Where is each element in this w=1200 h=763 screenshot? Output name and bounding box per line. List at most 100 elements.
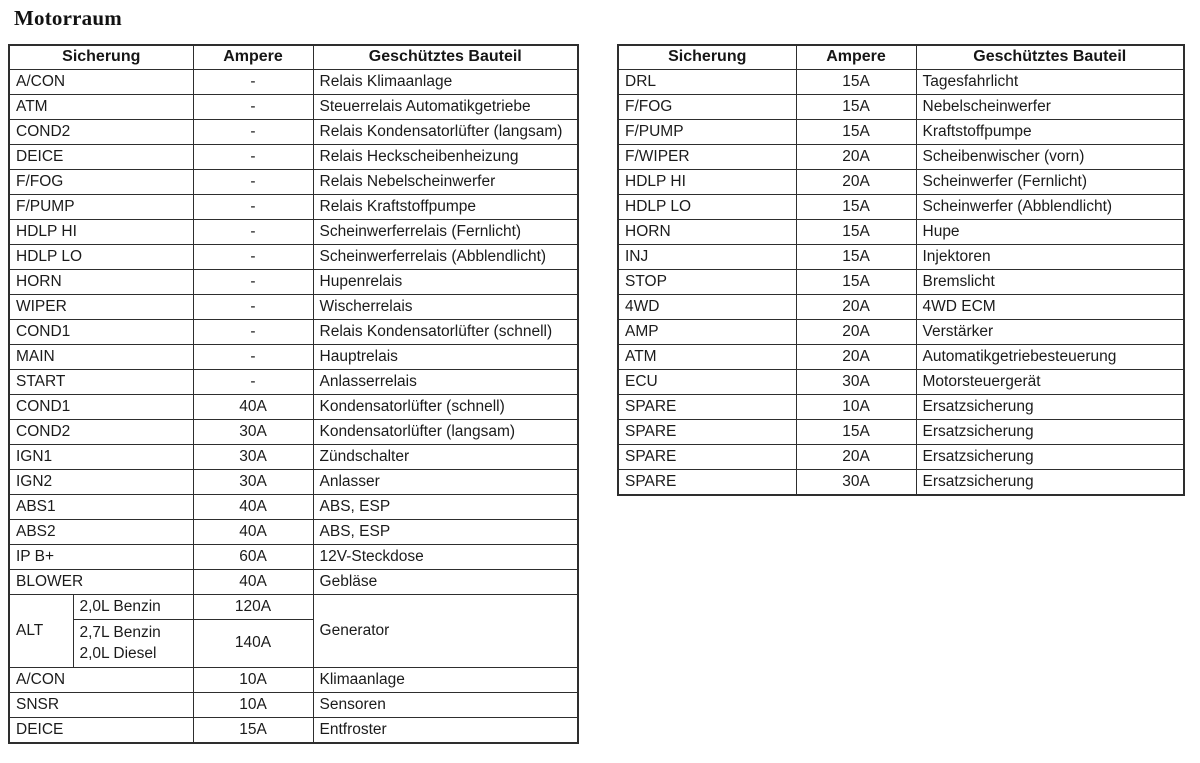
column-header-bauteil: Geschütztes Bauteil bbox=[915, 44, 1185, 70]
component-cell: Sensoren bbox=[312, 691, 579, 718]
ampere-cell: - bbox=[192, 243, 314, 270]
table-row: STOP 15A Bremslicht bbox=[617, 268, 1185, 295]
fuse-name-cell: IP B+ bbox=[8, 543, 194, 570]
table-row: IGN1 30A Zündschalter bbox=[8, 443, 579, 470]
ampere-cell: 40A bbox=[192, 568, 314, 595]
ampere-cell: 15A bbox=[795, 118, 917, 145]
component-cell: Scheinwerferrelais (Fernlicht) bbox=[312, 218, 579, 245]
component-cell: Ersatzsicherung bbox=[915, 443, 1185, 470]
engine-variant-cell: 2,0L Benzin bbox=[72, 593, 194, 620]
fuse-name-cell: MAIN bbox=[8, 343, 194, 370]
ampere-cell: 15A bbox=[795, 268, 917, 295]
fuse-name-cell: SNSR bbox=[8, 691, 194, 718]
table-row: SPARE 10A Ersatzsicherung bbox=[617, 393, 1185, 420]
fuse-name-cell: IGN2 bbox=[8, 468, 194, 495]
fuse-name-cell: HORN bbox=[617, 218, 797, 245]
fuse-name-cell: ABS2 bbox=[8, 518, 194, 545]
ampere-cell: - bbox=[192, 143, 314, 170]
fuse-name-cell: A/CON bbox=[8, 666, 194, 693]
ampere-cell: 15A bbox=[192, 716, 314, 743]
fuse-name-cell: F/FOG bbox=[617, 93, 797, 120]
component-cell: Scheinwerfer (Abblendlicht) bbox=[915, 193, 1185, 220]
component-cell: Automatikgetriebesteuerung bbox=[915, 343, 1185, 370]
ampere-cell: - bbox=[192, 268, 314, 295]
fuse-name-cell: ABS1 bbox=[8, 493, 194, 520]
engine-variant-line: 2,0L Diesel bbox=[79, 645, 157, 662]
ampere-cell: 60A bbox=[192, 543, 314, 570]
table-row: SPARE 15A Ersatzsicherung bbox=[617, 418, 1185, 445]
component-cell: 4WD ECM bbox=[915, 293, 1185, 320]
table-row: AMP 20A Verstärker bbox=[617, 318, 1185, 345]
table-row: HDLP LO 15A Scheinwerfer (Abblendlicht) bbox=[617, 193, 1185, 220]
component-cell: Zündschalter bbox=[312, 443, 579, 470]
fuse-name-cell: COND2 bbox=[8, 118, 194, 145]
component-cell: Generator bbox=[312, 593, 579, 668]
fuse-table-right: Sicherung Ampere Geschütztes Bauteil DRL… bbox=[617, 44, 1185, 496]
ampere-cell: 20A bbox=[795, 168, 917, 195]
ampere-cell: 20A bbox=[795, 293, 917, 320]
fuse-name-cell: SPARE bbox=[617, 468, 797, 495]
table-row: HDLP HI - Scheinwerferrelais (Fernlicht) bbox=[8, 218, 579, 245]
table-row: HDLP HI 20A Scheinwerfer (Fernlicht) bbox=[617, 168, 1185, 195]
ampere-cell: 20A bbox=[795, 318, 917, 345]
ampere-cell: 40A bbox=[192, 393, 314, 420]
ampere-cell: - bbox=[192, 218, 314, 245]
component-cell: Relais Kondensatorlüfter (langsam) bbox=[312, 118, 579, 145]
table-row: ECU 30A Motorsteuergerät bbox=[617, 368, 1185, 395]
component-cell: ABS, ESP bbox=[312, 493, 579, 520]
fuse-name-cell: DEICE bbox=[8, 143, 194, 170]
fuse-name-cell: A/CON bbox=[8, 68, 194, 95]
engine-variant-cell: 2,7L Benzin 2,0L Diesel bbox=[72, 618, 194, 668]
page-title: Motorraum bbox=[14, 6, 122, 30]
fuse-name-cell: WIPER bbox=[8, 293, 194, 320]
column-header-sicherung: Sicherung bbox=[617, 44, 797, 70]
table-row: START - Anlasserrelais bbox=[8, 368, 579, 395]
component-cell: 12V-Steckdose bbox=[312, 543, 579, 570]
table-row: COND1 40A Kondensatorlüfter (schnell) bbox=[8, 393, 579, 420]
ampere-cell: - bbox=[192, 343, 314, 370]
table-row: DRL 15A Tagesfahrlicht bbox=[617, 68, 1185, 95]
ampere-cell: 15A bbox=[795, 218, 917, 245]
component-cell: Steuerrelais Automatikgetriebe bbox=[312, 93, 579, 120]
ampere-cell: 120A bbox=[192, 593, 314, 620]
component-cell: Gebläse bbox=[312, 568, 579, 595]
fuse-name-cell: INJ bbox=[617, 243, 797, 270]
component-cell: Ersatzsicherung bbox=[915, 393, 1185, 420]
ampere-cell: 20A bbox=[795, 343, 917, 370]
fuse-name-cell: COND1 bbox=[8, 318, 194, 345]
ampere-cell: 15A bbox=[795, 243, 917, 270]
table-row: WIPER - Wischerrelais bbox=[8, 293, 579, 320]
table-row: INJ 15A Injektoren bbox=[617, 243, 1185, 270]
fuse-name-cell: F/PUMP bbox=[617, 118, 797, 145]
fuse-name-cell: SPARE bbox=[617, 418, 797, 445]
fuse-name-cell: 4WD bbox=[617, 293, 797, 320]
ampere-cell: - bbox=[192, 318, 314, 345]
ampere-cell: 30A bbox=[795, 468, 917, 495]
component-cell: Anlasserrelais bbox=[312, 368, 579, 395]
table-row: F/FOG 15A Nebelscheinwerfer bbox=[617, 93, 1185, 120]
table-row: COND2 30A Kondensatorlüfter (langsam) bbox=[8, 418, 579, 445]
ampere-cell: - bbox=[192, 93, 314, 120]
table-row: A/CON 10A Klimaanlage bbox=[8, 666, 579, 693]
fuse-table-left: Sicherung Ampere Geschütztes Bauteil A/C… bbox=[8, 44, 580, 744]
ampere-cell: 10A bbox=[795, 393, 917, 420]
ampere-cell: 30A bbox=[192, 468, 314, 495]
fuse-name-cell: SPARE bbox=[617, 393, 797, 420]
ampere-cell: 15A bbox=[795, 68, 917, 95]
component-cell: Nebelscheinwerfer bbox=[915, 93, 1185, 120]
component-cell: ABS, ESP bbox=[312, 518, 579, 545]
table-row: ATM 20A Automatikgetriebesteuerung bbox=[617, 343, 1185, 370]
table-row: HORN - Hupenrelais bbox=[8, 268, 579, 295]
ampere-cell: 15A bbox=[795, 93, 917, 120]
column-header-sicherung: Sicherung bbox=[8, 44, 194, 70]
component-cell: Injektoren bbox=[915, 243, 1185, 270]
fuse-name-cell: ATM bbox=[617, 343, 797, 370]
ampere-cell: 40A bbox=[192, 518, 314, 545]
table-row: MAIN - Hauptrelais bbox=[8, 343, 579, 370]
component-cell: Wischerrelais bbox=[312, 293, 579, 320]
fuse-name-cell: F/WIPER bbox=[617, 143, 797, 170]
fuse-name-cell: F/PUMP bbox=[8, 193, 194, 220]
component-cell: Relais Kraftstoffpumpe bbox=[312, 193, 579, 220]
fuse-name-cell: ECU bbox=[617, 368, 797, 395]
ampere-cell: 30A bbox=[192, 443, 314, 470]
